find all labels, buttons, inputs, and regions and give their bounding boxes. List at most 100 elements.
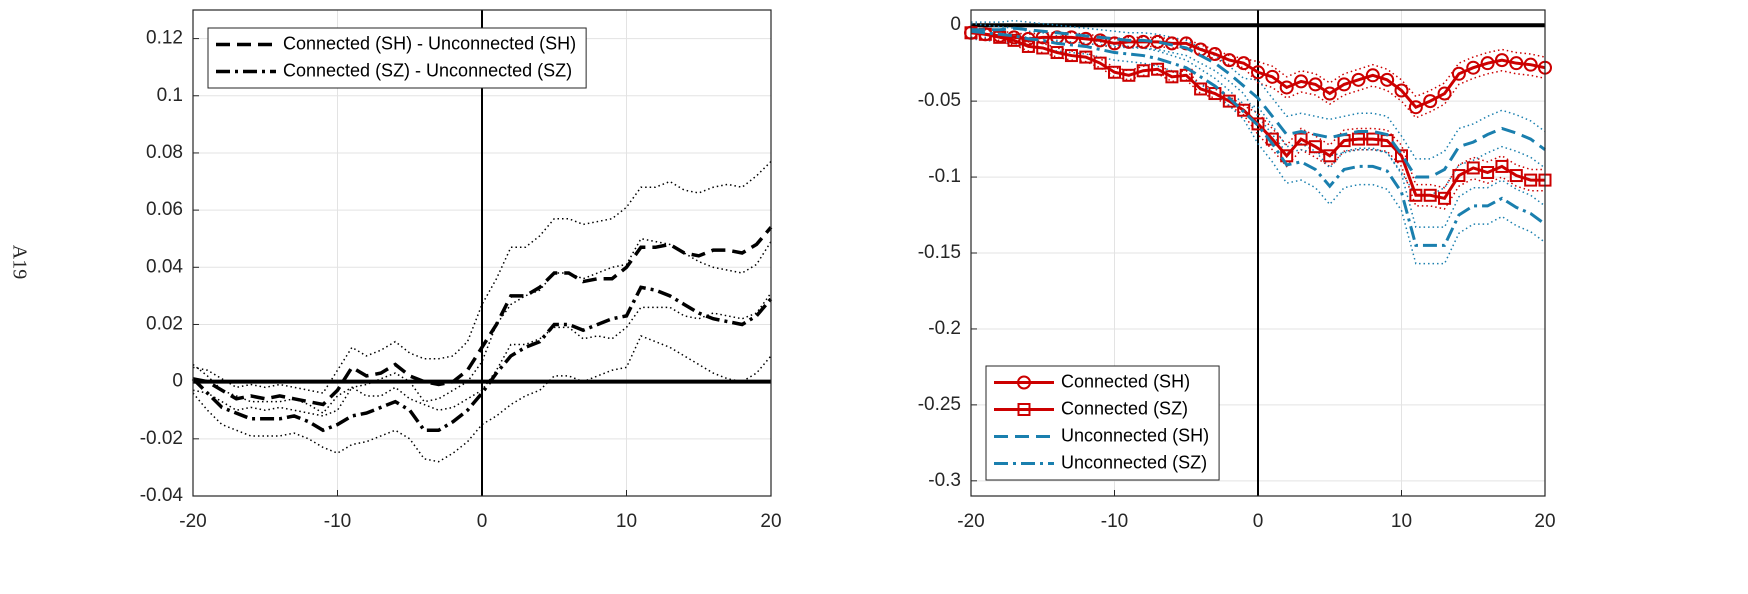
- series-line: [192, 226, 773, 407]
- marker: [1251, 65, 1265, 80]
- marker: [1337, 77, 1352, 92]
- marker: [1165, 70, 1179, 84]
- legend-marker: [1017, 403, 1031, 416]
- marker: [1366, 132, 1380, 146]
- marker: [1236, 56, 1251, 71]
- x-tick-label: 0: [1253, 511, 1264, 532]
- marker: [1437, 86, 1452, 101]
- marker: [1107, 36, 1122, 51]
- x-tick-label: 0: [477, 511, 488, 532]
- marker: [1323, 149, 1337, 163]
- y-tick-label: 0: [172, 371, 183, 392]
- legend-label: Connected (SH): [1061, 371, 1190, 391]
- legend-frame: [985, 365, 1220, 481]
- series-line: [191, 285, 773, 433]
- confidence-band: [970, 27, 1545, 189]
- legend-frame: [207, 27, 587, 89]
- legend-label: Connected (SH) - Unconnected (SH): [283, 33, 576, 53]
- x-tick-label: 20: [760, 511, 781, 532]
- marker: [1108, 65, 1121, 79]
- y-tick-label: -0.3: [928, 470, 961, 491]
- confidence-band: [970, 38, 1546, 265]
- marker: [1208, 87, 1222, 101]
- plot-frame: [970, 9, 1546, 497]
- confidence-band: [192, 292, 772, 417]
- marker: [1494, 53, 1509, 68]
- page-label: A19: [8, 245, 30, 279]
- marker: [1509, 56, 1524, 71]
- marker: [1423, 94, 1438, 109]
- legend-label: Connected (SZ) - Unconnected (SZ): [283, 60, 572, 80]
- x-tick-label: 20: [1534, 511, 1555, 532]
- marker: [1351, 132, 1365, 146]
- marker: [1322, 86, 1337, 101]
- confidence-band: [970, 22, 1546, 228]
- legend-label: Unconnected (SH): [1061, 425, 1209, 445]
- marker: [1523, 57, 1538, 72]
- series-line: [970, 31, 1546, 110]
- marker: [1265, 69, 1280, 84]
- y-tick-label: 0: [950, 14, 961, 35]
- marker: [1222, 94, 1236, 108]
- x-tick-label: -20: [179, 511, 206, 532]
- y-tick-label: -0.15: [918, 242, 961, 263]
- series-line: [970, 29, 1546, 247]
- marker: [1351, 72, 1366, 87]
- legend-label: Connected (SZ): [1061, 398, 1188, 418]
- marker: [1251, 117, 1265, 131]
- confidence-band: [970, 36, 1546, 119]
- marker: [1093, 33, 1108, 48]
- y-tick-label: 0.06: [146, 199, 183, 220]
- y-tick-label: -0.02: [140, 428, 183, 449]
- marker: [1438, 191, 1452, 205]
- confidence-band: [192, 237, 772, 415]
- marker: [1294, 132, 1308, 146]
- marker: [1466, 60, 1481, 75]
- marker: [1365, 68, 1380, 83]
- marker: [1064, 30, 1079, 45]
- marker: [1294, 74, 1309, 89]
- marker: [1279, 80, 1294, 95]
- x-tick-label: 10: [616, 511, 637, 532]
- marker: [1308, 140, 1322, 154]
- marker: [1509, 169, 1523, 183]
- legend-marker: [1017, 375, 1031, 390]
- y-tick-label: -0.1: [928, 166, 961, 187]
- marker: [993, 30, 1007, 44]
- panel: -0.3 -0.25 -0.2 -0.15 -0.1 -0.05 0 -20 -10 0 10 20 C…: [918, 9, 1556, 532]
- y-tick-label: 0.1: [157, 85, 183, 106]
- marker: [1222, 53, 1237, 68]
- y-tick-label: -0.25: [918, 394, 961, 415]
- y-tick-label: 0.12: [146, 28, 183, 49]
- marker: [1136, 64, 1150, 78]
- marker: [1237, 103, 1251, 117]
- x-tick-label: 10: [1391, 511, 1412, 532]
- marker: [1079, 50, 1093, 64]
- x-tick-label: -10: [324, 511, 351, 532]
- y-tick-label: 0.02: [146, 313, 183, 334]
- marker: [1480, 56, 1495, 71]
- y-tick-label: -0.04: [140, 485, 184, 506]
- marker: [1466, 161, 1480, 175]
- legend: Connected (SH) - Unconnected (SH) Connect…: [207, 27, 587, 89]
- marker: [1151, 62, 1165, 76]
- marker: [1423, 188, 1437, 202]
- marker: [1481, 166, 1495, 180]
- marker: [1380, 72, 1395, 87]
- marker: [1409, 188, 1423, 202]
- marker: [1495, 159, 1509, 173]
- y-tick-label: -0.05: [918, 90, 961, 111]
- marker: [1395, 149, 1408, 163]
- marker: [1122, 68, 1136, 82]
- marker: [1036, 41, 1050, 55]
- marker: [1194, 82, 1208, 96]
- marker: [1093, 56, 1107, 70]
- plot-frame: [192, 9, 772, 497]
- x-tick-label: -10: [1101, 511, 1128, 532]
- marker: [1308, 77, 1323, 92]
- marker: [1207, 47, 1222, 62]
- marker: [1280, 149, 1294, 163]
- x-tick-label: -20: [957, 511, 984, 532]
